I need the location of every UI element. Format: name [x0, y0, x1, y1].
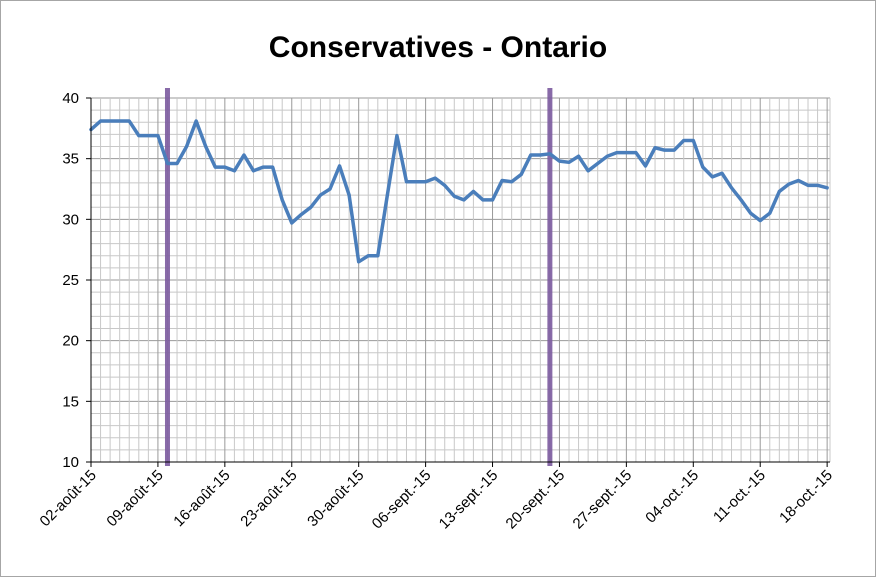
data-point [720, 172, 724, 175]
data-point [615, 151, 619, 154]
data-point [166, 162, 169, 165]
data-point [749, 212, 752, 215]
data-point [319, 193, 322, 197]
data-point [214, 165, 217, 169]
data-point [491, 198, 494, 202]
data-point [338, 164, 341, 168]
data-point [290, 221, 293, 225]
data-point [137, 134, 140, 137]
data-point [453, 195, 456, 198]
y-tick-label: 10 [62, 454, 79, 471]
y-tick-label: 15 [62, 393, 79, 410]
data-point [682, 139, 685, 142]
data-point [357, 260, 360, 263]
data-point [787, 182, 791, 186]
axes [86, 97, 830, 467]
data-point [386, 193, 389, 197]
data-point [424, 180, 427, 183]
data-point [539, 153, 542, 157]
data-point [500, 179, 504, 182]
data-point [309, 206, 313, 209]
data-point [367, 254, 370, 257]
y-tick-label: 30 [62, 211, 79, 228]
data-point [759, 219, 762, 222]
data-point [739, 198, 743, 202]
series-group [89, 119, 829, 264]
series-line [89, 119, 829, 264]
data-point [768, 212, 771, 215]
data-point [147, 134, 150, 137]
data-point [99, 119, 102, 123]
data-point [625, 151, 628, 154]
data-point [606, 155, 609, 158]
data-point [634, 151, 638, 154]
data-point [730, 186, 733, 189]
data-point [644, 164, 647, 168]
data-point [510, 180, 513, 183]
data-point [586, 169, 590, 172]
y-tick-label: 35 [62, 151, 79, 168]
data-point [261, 165, 265, 169]
data-point [806, 184, 810, 187]
data-point [596, 162, 599, 165]
chart-title: Conservatives - Ontario [269, 31, 607, 64]
y-tick-label: 25 [62, 272, 79, 289]
data-point [816, 184, 819, 187]
data-point [443, 184, 446, 187]
data-point [529, 153, 532, 157]
data-point [548, 152, 552, 156]
data-point [242, 153, 246, 157]
data-point [577, 155, 580, 158]
y-tick-label: 20 [62, 333, 79, 350]
data-point [653, 146, 657, 149]
data-point [825, 186, 829, 189]
data-point [414, 180, 418, 183]
data-point [558, 159, 561, 163]
data-point [692, 139, 695, 142]
data-point [701, 165, 705, 169]
data-point [223, 165, 227, 169]
data-point [376, 254, 379, 257]
data-point [194, 119, 198, 123]
data-point [128, 119, 131, 123]
data-point [328, 187, 332, 191]
data-point [175, 162, 179, 165]
data-point [118, 119, 121, 123]
data-point [663, 148, 666, 152]
data-point [156, 134, 160, 137]
data-point [778, 190, 781, 193]
data-point [711, 175, 714, 179]
data-point [233, 169, 236, 172]
data-point [520, 173, 523, 176]
data-point [185, 145, 188, 148]
data-point [405, 180, 408, 183]
data-point [567, 161, 571, 164]
data-point [347, 193, 351, 197]
y-tick-label: 40 [62, 90, 79, 107]
data-point [204, 145, 207, 148]
data-point [797, 179, 800, 182]
data-point [252, 169, 255, 172]
data-point [672, 148, 676, 152]
data-point [433, 176, 437, 180]
data-point [481, 198, 485, 202]
data-point [300, 213, 303, 216]
data-point [395, 134, 399, 137]
data-point [271, 165, 274, 169]
data-point [472, 190, 475, 193]
data-point [281, 198, 284, 202]
data-point [108, 119, 112, 123]
vertical-markers [164, 88, 553, 466]
y-tick-labels: 10 15 20 25 30 35 40 [62, 90, 79, 471]
data-point [462, 198, 466, 202]
